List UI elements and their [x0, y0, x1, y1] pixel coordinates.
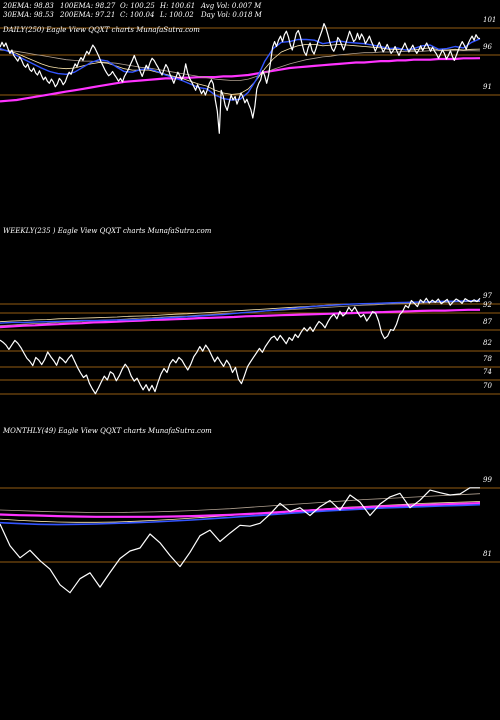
- header-avg-vol: Avg Vol: 0.007 M: [201, 2, 262, 10]
- daily-20ema-line: [0, 38, 481, 101]
- header-20ema: 20EMA: 98.83: [3, 2, 54, 10]
- weekly-panel-title: WEEKLY(235 ) Eagle View QQXT charts Muna…: [3, 227, 212, 235]
- y-tick-label: 92: [483, 301, 492, 309]
- weekly-price-line: [0, 297, 481, 395]
- daily-30ema-line: [0, 44, 481, 95]
- y-tick-label: 70: [483, 382, 492, 390]
- y-tick-label: 78: [483, 355, 492, 363]
- header-day-vol: Day Vol: 0.018 M: [201, 11, 262, 19]
- y-tick-label: 99: [483, 476, 492, 484]
- header-close: C: 100.04: [120, 11, 155, 19]
- daily-price-line: [0, 23, 481, 134]
- y-tick-label: 96: [483, 43, 492, 51]
- header-high: H: 100.61: [160, 2, 196, 10]
- weekly-ema-brown-line: [0, 301, 480, 327]
- y-tick-label: 87: [483, 318, 492, 326]
- weekly-ema-magenta-line: [0, 308, 480, 329]
- header-200ema: 200EMA: 97.21: [60, 11, 116, 19]
- monthly-ema-brown-line: [0, 493, 481, 513]
- y-tick-label: 82: [483, 339, 492, 347]
- y-tick-label: 91: [483, 83, 492, 91]
- y-tick-label: 97: [483, 292, 492, 300]
- header-30ema: 30EMA: 98.53: [3, 11, 54, 19]
- y-tick-label: 74: [483, 368, 492, 376]
- header-low: L: 100.02: [160, 11, 194, 19]
- y-tick-label: 81: [483, 550, 492, 558]
- monthly-panel-title: MONTHLY(49) Eagle View QQXT charts Munaf…: [3, 427, 212, 435]
- y-tick-label: 101: [483, 16, 497, 24]
- header-open: O: 100.25: [120, 2, 155, 10]
- monthly-price-line: [0, 487, 480, 594]
- daily-200ema-line: [0, 57, 481, 103]
- weekly-ema-blue-line: [0, 299, 481, 324]
- monthly-ema-blue-line: [0, 503, 481, 526]
- monthly-ema-magenta-line: [0, 502, 481, 518]
- header-100ema: 100EMA: 98.27: [60, 2, 116, 10]
- daily-panel-title: DAILY(250) Eagle View QQXT charts Munafa…: [3, 26, 200, 34]
